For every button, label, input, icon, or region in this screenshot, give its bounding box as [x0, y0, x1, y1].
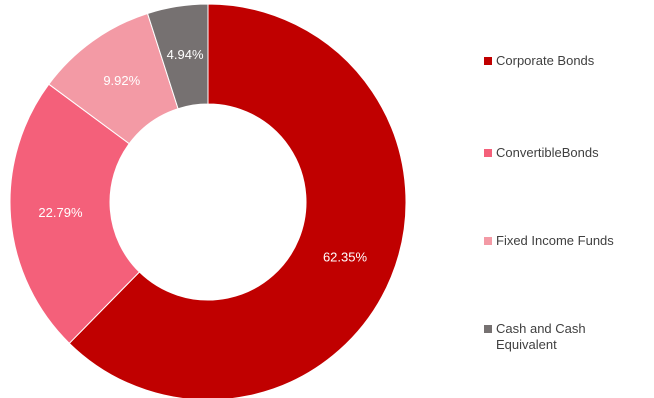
slice-label-cash-and-cash-equivalent: 4.94%	[167, 47, 204, 62]
legend-swatch	[484, 237, 492, 245]
legend-label: Cash and Cash Equivalent	[496, 321, 586, 352]
donut-slices	[9, 3, 407, 398]
slice-corporate-bonds	[68, 3, 407, 398]
slice-convertiblebonds	[9, 83, 141, 345]
legend-swatch	[484, 325, 492, 333]
legend-item-cash-and-cash-equivalent: Cash and Cash Equivalent	[484, 321, 636, 353]
legend-label: Fixed Income Funds	[496, 233, 614, 248]
slice-labels: 62.35% 22.79% 9.92% 4.94%	[38, 47, 367, 264]
legend-item-corporate-bonds: Corporate Bonds	[484, 53, 636, 69]
slice-label-corporate-bonds: 62.35%	[323, 249, 368, 264]
legend: Corporate Bonds ConvertibleBonds Fixed Inc…	[484, 0, 649, 398]
legend-item-fixed-income-funds: Fixed Income Funds	[484, 233, 636, 249]
legend-swatch	[484, 57, 492, 65]
legend-label: Corporate Bonds	[496, 53, 595, 68]
legend-label: ConvertibleBonds	[496, 145, 599, 160]
slice-label-convertiblebonds: 22.79%	[38, 205, 83, 220]
slice-cash-and-cash-equivalent	[146, 3, 209, 110]
slice-label-fixed-income-funds: 9.92%	[103, 73, 140, 88]
donut-chart: 62.35% 22.79% 9.92% 4.94%	[9, 3, 407, 398]
legend-swatch	[484, 149, 492, 157]
legend-item-convertiblebonds: ConvertibleBonds	[484, 145, 636, 161]
